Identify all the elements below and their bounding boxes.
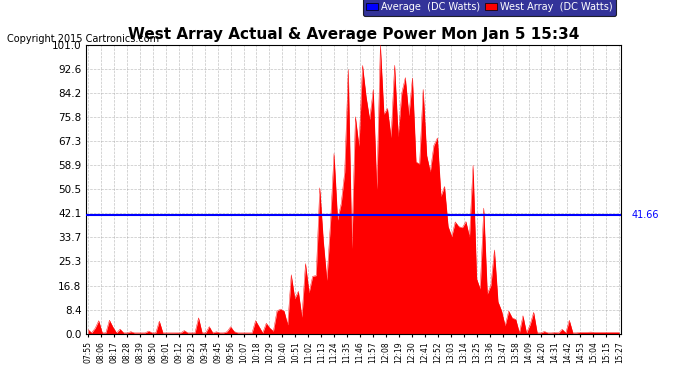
Text: Copyright 2015 Cartronics.com: Copyright 2015 Cartronics.com: [7, 34, 159, 44]
Legend: Average  (DC Watts), West Array  (DC Watts): Average (DC Watts), West Array (DC Watts…: [362, 0, 616, 16]
Text: 41.66: 41.66: [632, 210, 659, 220]
Title: West Array Actual & Average Power Mon Jan 5 15:34: West Array Actual & Average Power Mon Ja…: [128, 27, 580, 42]
